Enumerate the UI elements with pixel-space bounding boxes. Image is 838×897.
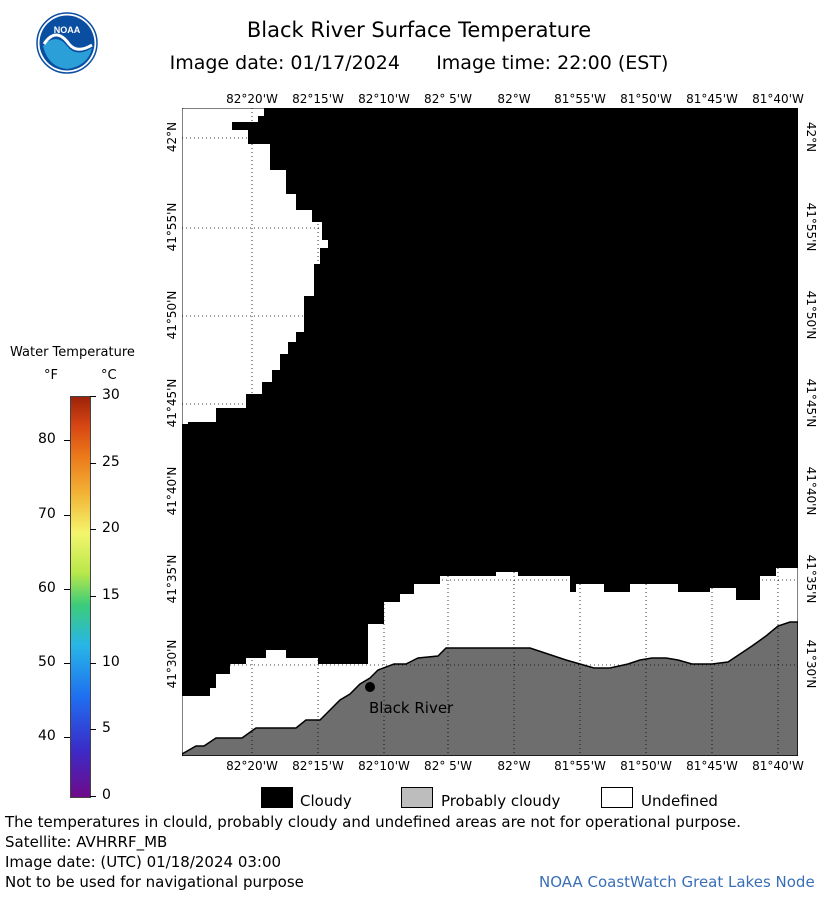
disclaimer-text: The temperatures in clould, probably clo…	[5, 813, 742, 831]
lon-label-top: 82°10'W	[358, 92, 410, 106]
lat-label-right: 41°55'N	[804, 202, 818, 252]
probably-cloudy-region	[182, 621, 798, 756]
cloudy-region	[182, 108, 798, 696]
fahrenheit-tick-label: 60	[38, 579, 56, 596]
lon-label-bottom: 82°10'W	[358, 759, 410, 773]
fahrenheit-tick-mark	[64, 662, 70, 664]
logo-text: NOAA	[54, 25, 81, 35]
map-title: Black River Surface Temperature	[246, 18, 592, 42]
fahrenheit-tick-label: 80	[38, 431, 56, 448]
fahrenheit-tick-mark	[64, 514, 70, 516]
lat-label-left: 41°35'N	[165, 554, 179, 604]
satellite-text: Satellite: AVHRRF_MB	[5, 833, 168, 851]
image-date: Image date: 01/17/2024	[169, 52, 400, 74]
lon-label-bottom: 81°55'W	[554, 759, 606, 773]
celsius-tick-mark	[90, 596, 96, 597]
lat-label-right: 41°45'N	[804, 378, 818, 428]
celsius-tick-label: 30	[102, 387, 120, 403]
celsius-tick-label: 20	[102, 520, 120, 537]
navigation-warning: Not to be used for navigational purpose	[5, 873, 304, 891]
temperature-map[interactable]: Black River	[182, 108, 798, 756]
celsius-tick-mark	[90, 529, 96, 531]
fahrenheit-tick-mark	[64, 736, 70, 738]
celsius-tick-label: 10	[102, 653, 120, 670]
probably-cloudy-key-label: Probably cloudy	[441, 792, 561, 810]
map-subtitle: Image date: 01/17/2024 Image time: 22:00…	[0, 52, 838, 74]
celsius-tick-mark	[90, 729, 96, 731]
celsius-tick-mark	[90, 462, 96, 464]
lon-label-top: 82° 5'W	[424, 92, 472, 106]
lon-label-bottom: 81°50'W	[620, 759, 672, 773]
probably-cloudy-swatch	[401, 787, 433, 808]
lat-label-left: 41°50'N	[165, 290, 179, 340]
lat-label-left: 42°N	[165, 121, 179, 153]
lat-label-left: 41°30'N	[165, 639, 179, 689]
noaa-logo-icon: NOAA	[36, 12, 98, 74]
lon-label-bottom: 81°45'W	[686, 759, 738, 773]
lat-label-right: 41°35'N	[804, 554, 818, 604]
fahrenheit-tick-label: 50	[38, 653, 56, 670]
lon-label-top: 82°W	[497, 92, 531, 106]
fahrenheit-tick-mark	[64, 588, 70, 590]
celsius-tick-label: 25	[102, 453, 120, 470]
lat-label-right: 41°40'N	[804, 466, 818, 516]
unit-fahrenheit: °F	[44, 368, 58, 383]
image-time: Image time: 22:00 (EST)	[436, 52, 669, 74]
utc-date-text: Image date: (UTC) 01/18/2024 03:00	[5, 853, 282, 871]
lat-label-left: 41°45'N	[165, 378, 179, 428]
credit-text: NOAA CoastWatch Great Lakes Node	[539, 873, 815, 891]
celsius-tick-label: 5	[102, 720, 111, 737]
cloudy-swatch	[261, 787, 293, 808]
celsius-tick-mark	[90, 662, 96, 664]
lat-label-left: 41°40'N	[165, 466, 179, 516]
legend-title: Water Temperature	[10, 345, 135, 360]
lon-label-top: 81°55'W	[554, 92, 606, 106]
cloudy-key-label: Cloudy	[300, 792, 352, 810]
fahrenheit-tick-mark	[64, 440, 70, 442]
black-river-station-marker[interactable]	[365, 682, 375, 692]
lat-label-left: 41°55'N	[165, 202, 179, 252]
undefined-key-label: Undefined	[641, 792, 718, 810]
lon-label-bottom: 81°40'W	[752, 759, 804, 773]
lon-label-top: 82°20'W	[226, 92, 278, 106]
lat-label-right: 42°N	[804, 121, 818, 153]
lon-label-top: 81°45'W	[686, 92, 738, 106]
map-grid	[182, 108, 798, 756]
lon-label-bottom: 82°W	[497, 759, 531, 773]
black-river-station-label: Black River	[369, 699, 454, 717]
celsius-tick-label: 0	[102, 787, 111, 803]
temperature-colorbar	[70, 396, 91, 798]
unit-celsius: °C	[101, 368, 117, 383]
lat-label-right: 41°30'N	[804, 639, 818, 689]
celsius-tick-mark	[90, 396, 96, 397]
lon-label-bottom: 82°20'W	[226, 759, 278, 773]
lon-label-bottom: 82° 5'W	[424, 759, 472, 773]
fahrenheit-tick-label: 70	[38, 505, 56, 522]
lon-label-top: 81°40'W	[752, 92, 804, 106]
celsius-tick-mark	[90, 796, 96, 797]
lon-label-bottom: 82°15'W	[292, 759, 344, 773]
celsius-tick-label: 15	[102, 587, 120, 603]
lon-label-top: 82°15'W	[292, 92, 344, 106]
lat-label-right: 41°50'N	[804, 290, 818, 340]
undefined-swatch	[601, 787, 633, 808]
fahrenheit-tick-label: 40	[38, 727, 56, 744]
lon-label-top: 81°50'W	[620, 92, 672, 106]
